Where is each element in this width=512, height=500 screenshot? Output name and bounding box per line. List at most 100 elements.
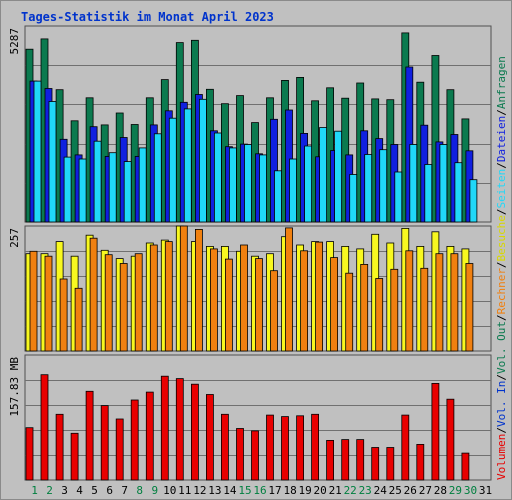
legend-item-seiten: Seiten [495, 169, 508, 209]
legend-separator: / [495, 314, 508, 321]
bar-seiten-day-16 [259, 154, 267, 223]
bar-rechner-day-19 [300, 250, 309, 352]
bar-rechner-day-1 [29, 250, 38, 352]
bar-seiten-day-10 [168, 117, 177, 223]
x-tick-17: 17 [268, 484, 281, 497]
x-tick-15: 15 [238, 484, 251, 497]
legend-item-vol-out: Vol. Out [495, 321, 508, 374]
bar-rechner-day-3 [59, 278, 68, 352]
bar-rechner-day-29 [450, 253, 459, 352]
legend-item-vol-in: Vol. In [495, 381, 508, 427]
bar-seiten-day-22 [349, 174, 358, 223]
bar-rechner-day-27 [420, 267, 429, 352]
x-tick-29: 29 [449, 484, 462, 497]
x-tick-18: 18 [283, 484, 296, 497]
bar-seiten-day-9 [153, 133, 162, 223]
bar-volumen-day-24 [371, 447, 380, 481]
x-tick-20: 20 [313, 484, 326, 497]
x-tick-3: 3 [61, 484, 68, 497]
legend-separator: / [495, 109, 508, 116]
bar-volumen-day-4 [70, 432, 79, 481]
bar-volumen-day-9 [145, 391, 154, 481]
bar-volumen-day-25 [386, 447, 395, 481]
bar-volumen-day-22 [341, 439, 350, 481]
x-tick-8: 8 [136, 484, 143, 497]
bar-rechner-day-13 [209, 248, 218, 352]
chart-legend: Volumen/Vol. In/Vol. Out/Rechner/Besuche… [495, 56, 508, 480]
bar-seiten-day-19 [304, 145, 313, 223]
bar-volumen-day-29 [446, 398, 455, 481]
y-max-label-middle: 257 [8, 228, 21, 248]
bar-rechner-day-22 [345, 272, 354, 352]
bar-volumen-day-16 [251, 430, 259, 481]
panel-bottom: 157.83 MB [8, 354, 492, 481]
bar-rechner-day-17 [270, 270, 278, 352]
x-tick-19: 19 [298, 484, 311, 497]
x-tick-5: 5 [91, 484, 98, 497]
bar-rechner-day-25 [390, 268, 399, 352]
bar-rechner-day-20 [315, 241, 324, 352]
bar-volumen-day-6 [100, 405, 109, 481]
bar-volumen-day-27 [416, 443, 425, 481]
bar-volumen-day-21 [326, 439, 335, 481]
legend-item-rechner: Rechner [495, 268, 508, 315]
bar-volumen-day-8 [130, 399, 139, 481]
bar-rechner-day-5 [89, 237, 98, 352]
x-tick-14: 14 [223, 484, 237, 497]
bar-seiten-day-26 [409, 144, 418, 223]
x-tick-26: 26 [404, 484, 417, 497]
bar-volumen-day-18 [281, 416, 289, 481]
bar-rechner-day-11 [179, 225, 188, 352]
bar-rechner-day-7 [119, 263, 128, 352]
legend-separator: / [495, 374, 508, 381]
x-tick-16: 16 [253, 484, 266, 497]
bar-rechner-day-12 [194, 228, 203, 352]
bar-volumen-day-20 [311, 413, 320, 481]
bar-volumen-day-10 [160, 375, 169, 481]
bar-seiten-day-5 [93, 140, 102, 223]
x-tick-4: 4 [76, 484, 83, 497]
bar-volumen-day-15 [236, 428, 244, 481]
bar-seiten-day-2 [48, 101, 57, 223]
x-tick-22: 22 [344, 484, 357, 497]
y-max-label-top: 5287 [8, 28, 21, 55]
x-tick-30: 30 [464, 484, 477, 497]
bar-seiten-day-1 [33, 80, 42, 223]
bar-rechner-day-15 [240, 244, 248, 352]
bar-rechner-day-16 [255, 258, 263, 352]
bar-seiten-day-25 [394, 171, 403, 223]
bar-seiten-day-24 [379, 149, 388, 223]
bar-volumen-day-7 [115, 418, 124, 481]
bar-rechner-day-26 [405, 250, 414, 352]
x-tick-6: 6 [106, 484, 113, 497]
panel-middle: 257 [8, 225, 492, 352]
legend-item-besuche: Besuche [495, 215, 508, 261]
chart-title: Tages-Statistik im Monat April 2023 [21, 10, 274, 24]
bar-volumen-day-19 [296, 415, 305, 481]
x-tick-27: 27 [419, 484, 432, 497]
bar-seiten-day-18 [289, 158, 297, 223]
bar-volumen-day-14 [220, 413, 229, 481]
legend-separator: / [495, 427, 508, 434]
bar-seiten-day-6 [108, 152, 117, 223]
x-tick-25: 25 [389, 484, 402, 497]
bar-volumen-day-30 [461, 452, 470, 481]
bar-rechner-day-18 [285, 227, 293, 352]
x-tick-labels: 1 2 3 4 5 6 7 8 9 10 11 12 13 14 15 16 17 18 19 20 21 22 23 24 2… [31, 484, 492, 497]
bar-volumen-day-28 [431, 382, 440, 481]
bar-volumen-day-1 [25, 427, 34, 481]
bar-seiten-day-29 [454, 162, 463, 223]
x-tick-24: 24 [374, 484, 388, 497]
x-tick-13: 13 [208, 484, 221, 497]
bar-rechner-day-9 [149, 244, 158, 352]
x-tick-31: 31 [479, 484, 492, 497]
legend-item-volumen: Volumen [495, 434, 508, 480]
bar-volumen-day-26 [401, 414, 410, 481]
bar-seiten-day-11 [183, 108, 192, 223]
bar-volumen-day-12 [190, 383, 199, 481]
bar-seiten-day-15 [244, 144, 252, 223]
bar-seiten-day-7 [123, 161, 132, 223]
bar-rechner-day-4 [74, 287, 83, 352]
bar-rechner-day-30 [465, 263, 474, 352]
